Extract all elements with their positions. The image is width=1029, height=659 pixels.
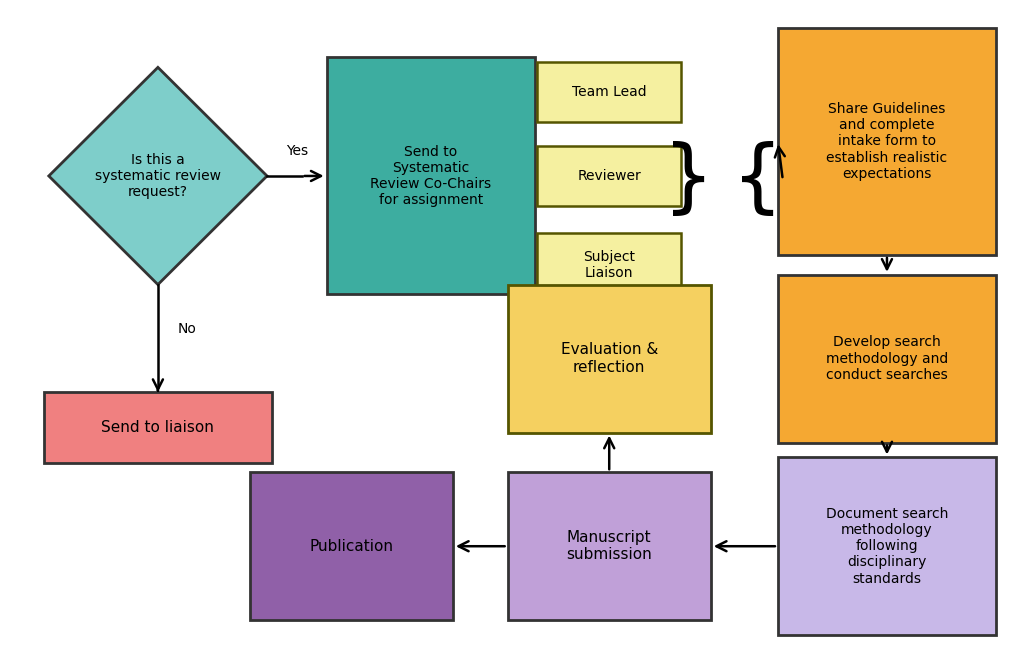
- Text: Develop search
methodology and
conduct searches: Develop search methodology and conduct s…: [826, 335, 948, 382]
- FancyBboxPatch shape: [326, 57, 535, 295]
- FancyBboxPatch shape: [250, 472, 453, 620]
- FancyBboxPatch shape: [537, 146, 681, 206]
- Text: {: {: [733, 141, 784, 219]
- Text: }: }: [663, 141, 714, 219]
- Text: Evaluation &
reflection: Evaluation & reflection: [561, 343, 658, 375]
- FancyBboxPatch shape: [778, 28, 996, 255]
- Text: Share Guidelines
and complete
intake form to
establish realistic
expectations: Share Guidelines and complete intake for…: [826, 102, 948, 181]
- FancyBboxPatch shape: [778, 457, 996, 635]
- FancyBboxPatch shape: [507, 472, 711, 620]
- Text: Document search
methodology
following
disciplinary
standards: Document search methodology following di…: [825, 507, 948, 586]
- FancyBboxPatch shape: [778, 275, 996, 443]
- Text: Is this a
systematic review
request?: Is this a systematic review request?: [95, 153, 221, 199]
- Text: Yes: Yes: [286, 144, 308, 158]
- FancyBboxPatch shape: [507, 285, 711, 433]
- Text: Team Lead: Team Lead: [572, 85, 646, 99]
- Text: Reviewer: Reviewer: [577, 169, 641, 183]
- Text: Publication: Publication: [310, 538, 393, 554]
- Text: No: No: [178, 322, 197, 335]
- FancyBboxPatch shape: [537, 63, 681, 122]
- Text: Subject
Liaison: Subject Liaison: [583, 250, 635, 280]
- Polygon shape: [48, 67, 267, 285]
- FancyBboxPatch shape: [44, 392, 272, 463]
- Text: Send to liaison: Send to liaison: [102, 420, 214, 435]
- Text: Send to
Systematic
Review Co-Chairs
for assignment: Send to Systematic Review Co-Chairs for …: [370, 145, 491, 208]
- FancyBboxPatch shape: [537, 233, 681, 297]
- Text: Manuscript
submission: Manuscript submission: [566, 530, 652, 562]
